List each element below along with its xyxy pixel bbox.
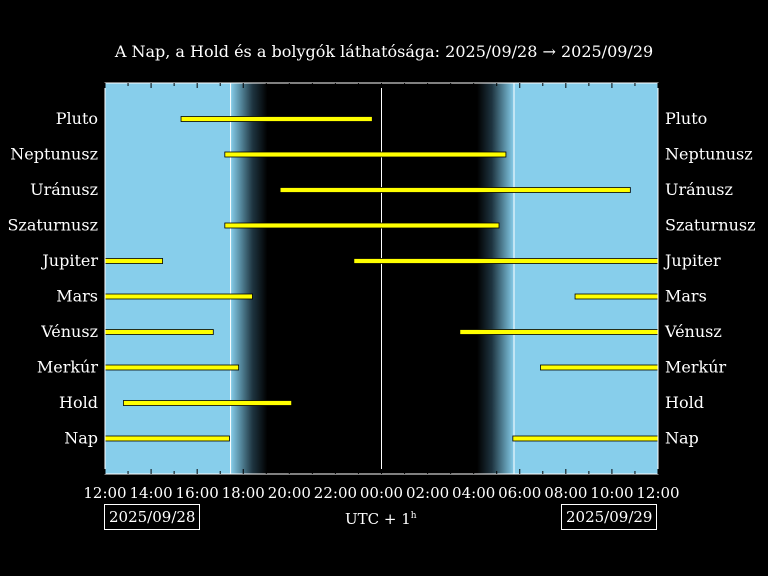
day-region-left <box>105 83 231 474</box>
bar-pluto-0 <box>180 116 373 122</box>
timezone-main: UTC + 1 <box>345 510 411 528</box>
x-tick-label-6: 00:00 <box>360 484 403 502</box>
row-label-left-5: Mars <box>56 287 98 306</box>
row-label-right-0: Pluto <box>665 109 707 128</box>
bar-uránusz-0 <box>279 187 631 193</box>
timezone-sup: h <box>410 511 417 521</box>
date-right-box: 2025/09/29 <box>561 504 658 530</box>
bar-merkúr-1 <box>540 364 659 371</box>
row-label-right-9: Nap <box>665 429 699 448</box>
row-label-right-1: Neptunusz <box>665 145 753 164</box>
labels: Pluto Pluto Neptunusz Neptunusz Uránusz Uránu… <box>7 109 755 502</box>
row-label-right-8: Hold <box>665 393 704 412</box>
bar-jupiter-0 <box>104 258 164 264</box>
x-tick-label-1: 14:00 <box>129 484 172 502</box>
x-tick-label-10: 08:00 <box>544 484 587 502</box>
timezone-label: UTC + 1h <box>345 510 417 528</box>
x-tick-label-12: 12:00 <box>636 484 679 502</box>
bar-nap-0 <box>104 435 230 442</box>
row-label-right-2: Uránusz <box>665 180 733 199</box>
axes <box>104 82 659 475</box>
bar-merkúr-0 <box>104 364 240 371</box>
bar-nap-1 <box>512 435 659 442</box>
row-label-left-3: Szaturnusz <box>7 216 98 235</box>
bar-jupiter-1 <box>353 258 659 264</box>
x-tick-label-9: 06:00 <box>498 484 541 502</box>
x-tick-label-11: 10:00 <box>590 484 633 502</box>
row-label-right-6: Vénusz <box>664 322 722 341</box>
row-label-left-7: Merkúr <box>37 358 99 377</box>
dusk-gradient <box>230 83 268 474</box>
row-label-left-9: Nap <box>64 429 98 448</box>
bar-vénusz-0 <box>104 329 214 335</box>
dawn-gradient <box>477 83 514 474</box>
x-tick-label-0: 12:00 <box>83 484 126 502</box>
row-label-left-8: Hold <box>59 393 98 412</box>
bar-hold-0 <box>123 400 293 406</box>
x-tick-label-5: 22:00 <box>314 484 357 502</box>
bar-vénusz-1 <box>459 329 659 335</box>
row-label-left-0: Pluto <box>56 109 98 128</box>
bar-mars-0 <box>104 293 253 300</box>
row-label-left-4: Jupiter <box>40 251 98 270</box>
bar-mars-1 <box>574 293 659 300</box>
day-region-right <box>513 83 658 474</box>
x-tick-label-2: 16:00 <box>176 484 219 502</box>
x-tick-label-3: 18:00 <box>222 484 265 502</box>
x-tick-label-7: 02:00 <box>406 484 449 502</box>
x-tick-label-4: 20:00 <box>268 484 311 502</box>
row-label-left-2: Uránusz <box>30 180 98 199</box>
row-label-right-7: Merkúr <box>665 358 727 377</box>
event-lines <box>230 83 515 474</box>
bar-szaturnusz-0 <box>224 222 500 229</box>
row-label-right-4: Jupiter <box>663 251 721 270</box>
row-label-right-5: Mars <box>665 287 707 306</box>
date-left-box: 2025/09/28 <box>104 504 201 530</box>
row-label-left-1: Neptunusz <box>10 145 98 164</box>
x-tick-label-8: 04:00 <box>452 484 495 502</box>
chart-title: A Nap, a Hold és a bolygók láthatósága: … <box>114 42 654 61</box>
bar-neptunusz-0 <box>224 151 507 158</box>
row-label-left-6: Vénusz <box>40 322 98 341</box>
row-label-right-3: Szaturnusz <box>665 216 756 235</box>
